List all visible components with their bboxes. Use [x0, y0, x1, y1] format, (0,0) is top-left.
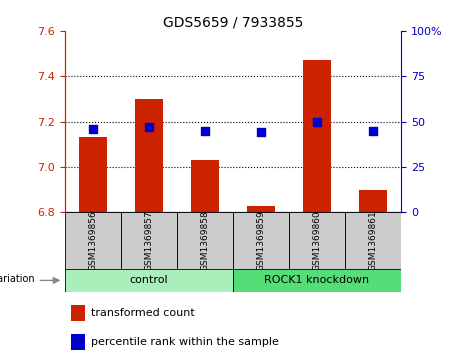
- Bar: [191, 160, 219, 212]
- Bar: [135, 99, 163, 212]
- Bar: [233, 269, 401, 292]
- Text: GSM1369858: GSM1369858: [200, 210, 209, 271]
- Title: GDS5659 / 7933855: GDS5659 / 7933855: [163, 16, 303, 30]
- Bar: [247, 205, 275, 212]
- Text: GSM1369861: GSM1369861: [368, 210, 378, 271]
- Text: GSM1369859: GSM1369859: [256, 210, 266, 271]
- Bar: [233, 212, 289, 269]
- Bar: [303, 60, 331, 212]
- Point: [89, 126, 96, 132]
- Bar: [121, 212, 177, 269]
- Text: genotype/variation: genotype/variation: [0, 274, 35, 284]
- Bar: [359, 190, 387, 212]
- Text: percentile rank within the sample: percentile rank within the sample: [91, 337, 279, 347]
- Point: [145, 124, 152, 130]
- Bar: [65, 269, 233, 292]
- Point: [201, 128, 208, 134]
- Bar: [71, 305, 85, 321]
- Point: [313, 119, 321, 125]
- Text: control: control: [130, 276, 168, 285]
- Bar: [65, 212, 121, 269]
- Bar: [78, 138, 106, 212]
- Text: GSM1369860: GSM1369860: [313, 210, 321, 271]
- Text: ROCK1 knockdown: ROCK1 knockdown: [264, 276, 370, 285]
- Point: [257, 130, 265, 135]
- Text: transformed count: transformed count: [91, 308, 195, 318]
- Text: GSM1369857: GSM1369857: [144, 210, 153, 271]
- Text: GSM1369856: GSM1369856: [88, 210, 97, 271]
- Bar: [177, 212, 233, 269]
- Bar: [345, 212, 401, 269]
- Point: [369, 128, 377, 134]
- Bar: [71, 334, 85, 350]
- Bar: [289, 212, 345, 269]
